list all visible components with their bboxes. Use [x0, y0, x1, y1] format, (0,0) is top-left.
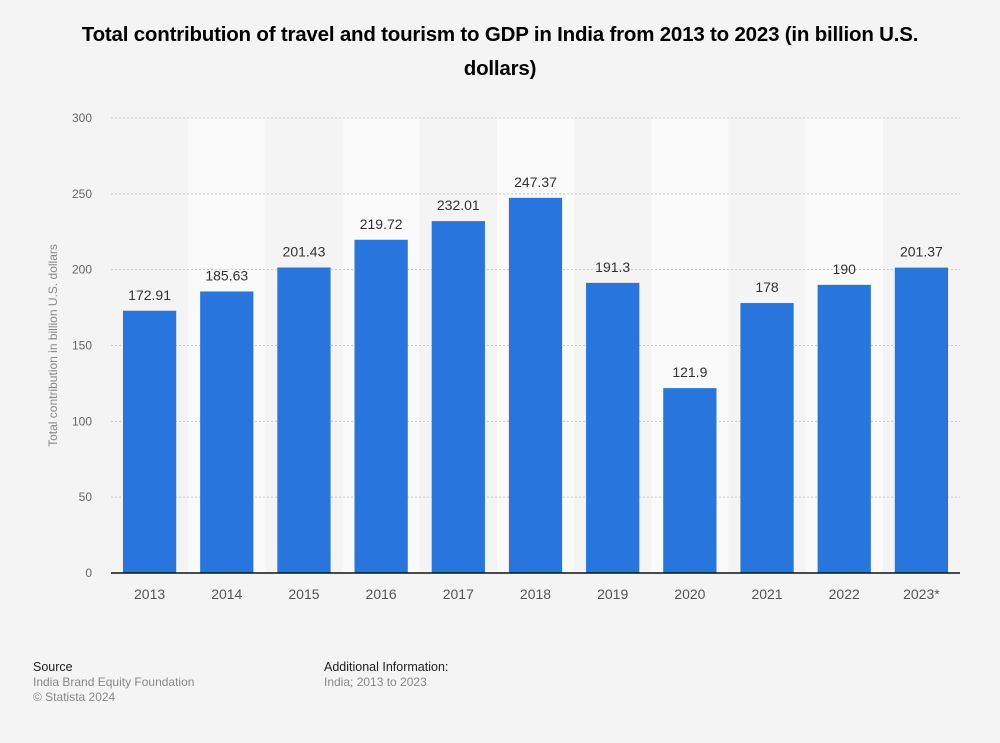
x-tick-label: 2019: [597, 586, 628, 602]
bars: [122, 197, 949, 573]
y-tick-label: 50: [79, 490, 93, 504]
data-label: 191.3: [595, 259, 630, 275]
source-heading: Source: [33, 660, 73, 674]
data-label: 190: [833, 261, 857, 277]
data-label: 201.37: [900, 244, 943, 260]
x-tick-label: 2021: [751, 586, 782, 602]
data-label: 219.72: [360, 216, 403, 232]
x-tick-labels: 2013 2014 2015 2016 2017 2018 2019 2020 2021 2022…: [134, 586, 940, 602]
x-tick-label: 2014: [211, 586, 242, 602]
y-tick-label: 250: [72, 187, 92, 201]
copyright-line: © Statista 2024: [33, 690, 116, 704]
additional-info-block: Additional Information: India; 2013 to 2…: [324, 660, 448, 690]
x-tick-label: 2023*: [903, 586, 940, 602]
source-block: Source India Brand Equity Foundation © S…: [33, 660, 194, 705]
y-tick-label: 100: [72, 414, 92, 428]
x-tick-label: 2022: [829, 586, 860, 602]
x-tick-label: 2020: [674, 586, 705, 602]
data-labels: 172.91 185.63 201.43 219.72 232.01 247.37 191.…: [128, 174, 943, 380]
additional-info-line: India; 2013 to 2023: [324, 675, 427, 689]
bar[interactable]: [894, 267, 949, 573]
data-label: 178: [755, 279, 779, 295]
bar[interactable]: [277, 267, 331, 573]
bar[interactable]: [200, 291, 254, 573]
y-tick-label: 0: [85, 566, 92, 580]
data-label: 172.91: [128, 287, 171, 303]
y-tick-label: 150: [72, 339, 92, 353]
source-line[interactable]: India Brand Equity Foundation: [33, 675, 195, 689]
y-tick-label: 200: [72, 263, 92, 277]
x-tick-label: 2015: [288, 586, 319, 602]
x-tick-label: 2016: [366, 586, 397, 602]
bar[interactable]: [740, 303, 794, 573]
bar[interactable]: [431, 221, 485, 573]
data-label: 247.37: [514, 174, 557, 190]
bar[interactable]: [122, 310, 177, 573]
data-label: 232.01: [437, 197, 480, 213]
bar[interactable]: [354, 239, 408, 573]
bar[interactable]: [817, 284, 871, 573]
y-tick-labels: 0 50 100 150 200 250 300: [72, 111, 92, 580]
x-tick-label: 2013: [134, 586, 165, 602]
bar[interactable]: [663, 388, 717, 573]
x-tick-label: 2018: [520, 586, 551, 602]
data-label: 121.9: [672, 364, 707, 380]
data-label: 201.43: [283, 243, 326, 259]
chart-title: Total contribution of travel and tourism…: [81, 23, 919, 80]
y-tick-label: 300: [72, 111, 92, 125]
bar[interactable]: [586, 282, 640, 573]
additional-info-heading: Additional Information:: [324, 660, 449, 674]
bar[interactable]: [508, 197, 563, 573]
x-tick-label: 2017: [443, 586, 474, 602]
bar-chart: 172.91 185.63 201.43 219.72 232.01 247.37 191.…: [46, 111, 960, 602]
y-axis-label: Total contribution in billion U.S. dolla…: [46, 244, 60, 447]
data-label: 185.63: [205, 267, 248, 283]
